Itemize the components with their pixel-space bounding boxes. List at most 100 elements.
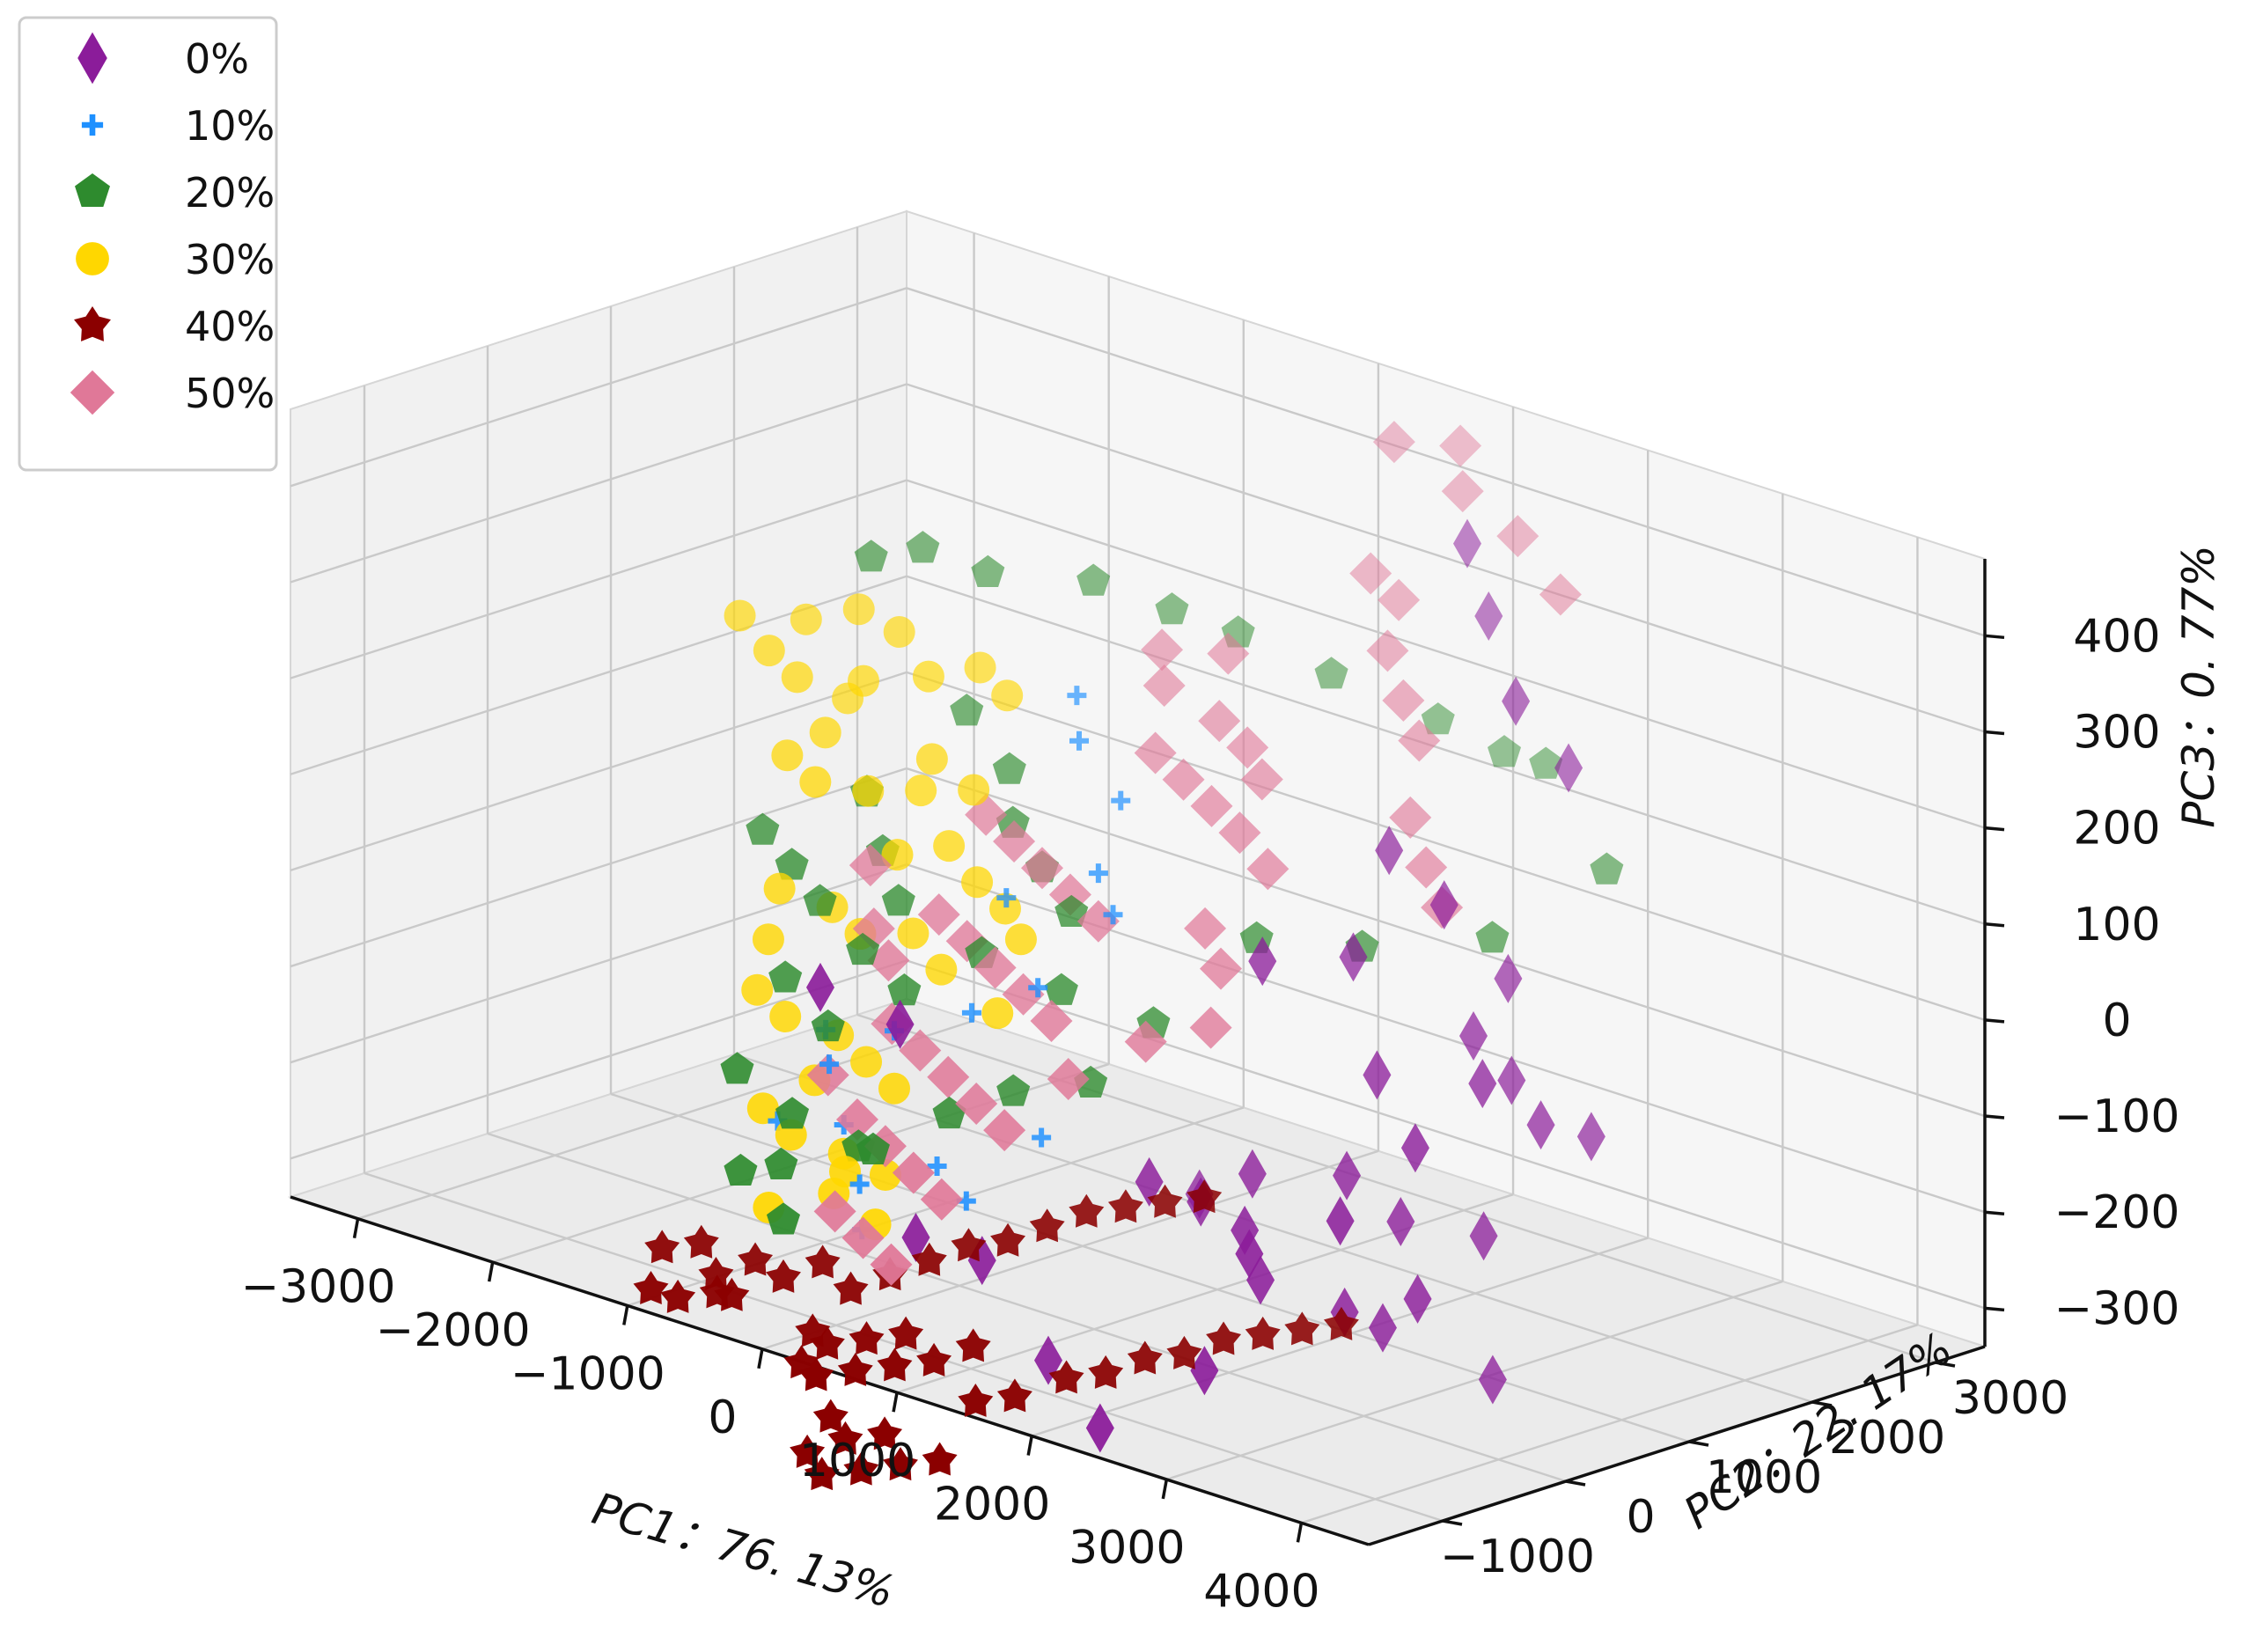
data-point-20pct [803, 884, 837, 916]
data-point-40pct [698, 1256, 734, 1290]
legend-label: 30% [185, 236, 275, 283]
data-point-50pct [849, 844, 892, 887]
x-tick-mark [352, 1218, 360, 1239]
data-point-40pct [683, 1224, 719, 1259]
x-tick-label: −1000 [511, 1347, 665, 1400]
gridline-x-floor [1165, 1280, 1783, 1481]
data-point-30pct [912, 660, 944, 693]
gridline-z-left [290, 767, 907, 968]
data-point-40pct [1048, 1360, 1084, 1394]
gridline-z-back [906, 479, 1986, 829]
tick-labels: −3000−2000−100001000200030004000−1000010… [241, 610, 2180, 1618]
data-point-30pct [881, 839, 914, 871]
data-point-20pct [724, 1153, 758, 1186]
data-point-30pct [781, 661, 813, 694]
data-point-0pct [1494, 953, 1523, 1003]
data-point-50pct [927, 1055, 970, 1098]
data-point-20pct [811, 1009, 845, 1042]
gridline-z-left [290, 959, 907, 1160]
data-point-50pct [1124, 1020, 1167, 1063]
legend-marker [70, 370, 115, 415]
data-point-0pct [1238, 1149, 1267, 1199]
data-point-0pct [1085, 1403, 1114, 1453]
gridlines [290, 227, 1986, 1524]
y-tick-mark [1811, 1400, 1833, 1407]
x-tick-label: 2000 [934, 1479, 1050, 1531]
data-point-50pct [1439, 424, 1482, 467]
z-tick-mark [1984, 1306, 2005, 1312]
data-point-20pct [887, 973, 922, 1006]
legend-box [18, 16, 278, 472]
data-point-40pct [911, 1242, 947, 1276]
legend-label: 50% [185, 370, 275, 417]
data-points [633, 421, 1624, 1491]
data-point-20pct [1421, 702, 1455, 735]
data-point-0pct [1235, 1229, 1264, 1279]
x-tick-mark [1161, 1479, 1169, 1500]
y-tick-label: 3000 [1952, 1372, 2068, 1425]
data-point-0pct [1554, 743, 1583, 793]
gridline-z-left [290, 671, 907, 872]
data-point-50pct [1002, 973, 1045, 1016]
data-point-50pct [1184, 907, 1227, 950]
data-point-10pct [1028, 978, 1048, 998]
data-point-0pct [1363, 1050, 1392, 1100]
data-point-0pct [1576, 1112, 1605, 1162]
z-tick-label: 0 [2102, 995, 2131, 1047]
legend-marker [75, 173, 110, 207]
x-tick-label: 3000 [1069, 1522, 1185, 1575]
data-point-50pct [974, 946, 1017, 989]
z-axis-label: PC3：0. 77% [2173, 545, 2224, 828]
data-point-30pct [961, 866, 994, 899]
data-point-30pct [850, 1046, 883, 1078]
data-point-30pct [848, 664, 879, 697]
legend-label: 0% [185, 35, 249, 83]
z-tick-label: 100 [2073, 899, 2160, 951]
data-point-30pct [763, 872, 796, 905]
data-point-30pct [915, 743, 948, 775]
data-point-20pct [1529, 746, 1563, 779]
data-point-50pct [1200, 947, 1242, 990]
gridline-z-back [906, 383, 1986, 733]
legend-label: 40% [185, 303, 275, 350]
data-point-40pct [1088, 1355, 1124, 1389]
data-point-10pct [1103, 905, 1123, 925]
data-point-30pct [724, 599, 756, 632]
data-point-40pct [812, 1399, 849, 1433]
data-point-50pct [1496, 515, 1539, 558]
data-point-0pct [1459, 1010, 1488, 1061]
data-point-40pct [922, 1442, 958, 1476]
data-point-20pct [881, 884, 915, 916]
data-point-50pct [1372, 421, 1415, 464]
data-point-0pct [1326, 1196, 1355, 1246]
data-point-40pct [955, 1328, 991, 1362]
data-point-30pct [958, 774, 990, 806]
data-point-0pct [1478, 1355, 1507, 1405]
data-point-10pct [927, 1156, 947, 1176]
z-tick-label: 400 [2073, 610, 2160, 663]
data-point-20pct [996, 1074, 1031, 1106]
data-point-50pct [1382, 679, 1425, 722]
z-tick-label: 200 [2073, 803, 2160, 855]
data-point-0pct [901, 1212, 930, 1262]
z-tick-label: 300 [2073, 706, 2160, 759]
data-point-10pct [1067, 686, 1087, 706]
gridline-y-floor [487, 1132, 1567, 1483]
x-tick-mark [892, 1391, 899, 1413]
data-point-50pct [1190, 784, 1233, 827]
data-point-40pct [837, 1352, 873, 1386]
data-point-30pct [933, 830, 966, 863]
data-point-40pct [1206, 1321, 1242, 1355]
data-point-50pct [841, 1216, 885, 1259]
data-point-50pct [1349, 552, 1392, 595]
x-tick-mark [622, 1305, 629, 1325]
data-point-30pct [790, 603, 822, 635]
data-point-20pct [775, 1097, 810, 1129]
data-point-30pct [964, 651, 996, 684]
x-tick-mark [757, 1348, 764, 1369]
y-tick-label: 1000 [1706, 1451, 1822, 1504]
data-point-40pct [827, 1421, 863, 1455]
legend: 0% 10% 20% 30% 40% 50% [18, 16, 278, 472]
data-point-30pct [842, 593, 875, 626]
